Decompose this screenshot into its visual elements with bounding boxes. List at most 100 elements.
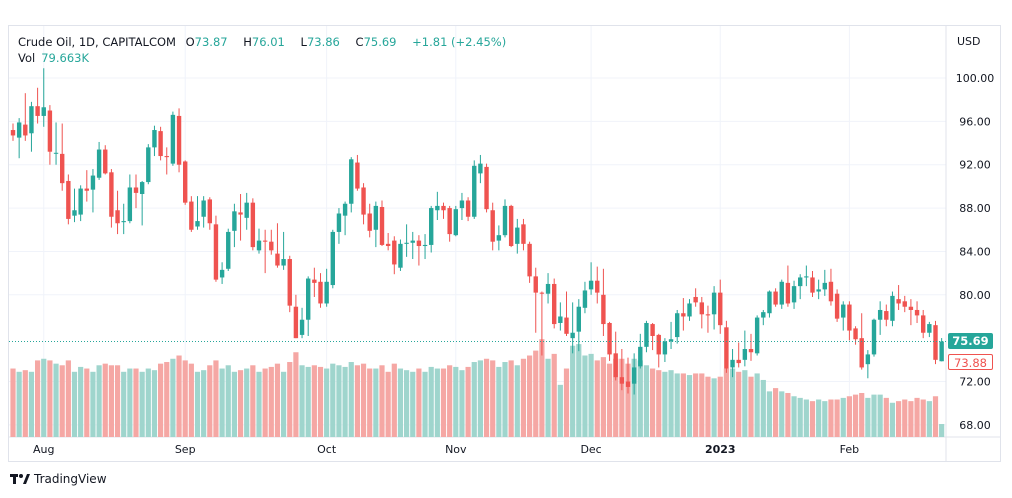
candle-down: [103, 149, 108, 174]
candle-up: [53, 152, 59, 154]
candle-up: [29, 106, 34, 134]
candle-up: [644, 322, 649, 347]
volume-bar: [686, 375, 693, 437]
change-value: +1.81 (+2.45%): [412, 35, 507, 49]
candle-down: [176, 115, 182, 165]
volume-bar: [336, 365, 342, 437]
open-value: 73.87: [194, 35, 228, 49]
candle-down: [213, 224, 219, 280]
volume-bar: [877, 394, 883, 437]
volume-bar: [520, 358, 527, 437]
tradingview-logo-icon: [10, 474, 30, 484]
candle-down: [613, 353, 618, 378]
volume-bar: [490, 360, 496, 437]
candle-down: [859, 338, 864, 368]
candle-down: [441, 205, 446, 211]
candle-up: [742, 349, 748, 360]
candle-up: [330, 231, 335, 286]
candle-up: [927, 324, 932, 333]
volume-bar: [643, 365, 650, 437]
volume-bar: [348, 362, 354, 437]
candle-up: [201, 200, 206, 217]
candle-down: [853, 328, 858, 340]
volume-bar: [693, 373, 699, 437]
candle-down: [115, 210, 120, 224]
symbol-legend: Crude Oil, 1D, CAPITALCOM O73.87 H76.01 …: [18, 35, 512, 49]
volume-bar: [108, 365, 114, 437]
y-tick-label: 84.00: [959, 245, 991, 258]
volume-bar: [699, 373, 705, 437]
candle-down: [681, 313, 686, 317]
volume-bar: [102, 363, 108, 437]
chart-frame: [8, 25, 1001, 462]
volume-bar: [742, 370, 748, 437]
volume-bar: [59, 365, 65, 437]
candle-down: [552, 283, 557, 325]
candle-up: [422, 244, 428, 247]
tradingview-branding[interactable]: TradingView: [10, 472, 107, 486]
candle-down: [914, 309, 920, 316]
volume-bar: [447, 365, 453, 437]
volume-bar: [379, 365, 385, 437]
candle-down: [262, 240, 268, 242]
volume-bar: [28, 371, 35, 437]
candle-down: [699, 302, 704, 315]
volume-bar: [785, 392, 791, 437]
candle-down: [447, 208, 452, 235]
volume-bar: [453, 366, 459, 437]
volume-bar: [840, 397, 846, 437]
candle-down: [47, 110, 53, 152]
y-tick-label: 72.00: [959, 376, 991, 389]
volume-bar: [35, 360, 41, 437]
close-value: 75.69: [363, 35, 397, 49]
candle-up: [515, 227, 520, 244]
volume-bar: [299, 365, 305, 437]
last-price-label: 75.69: [948, 333, 993, 349]
volume-bar: [606, 363, 613, 437]
candle-up: [336, 213, 342, 232]
candle-down: [724, 327, 729, 369]
volume-bar: [939, 424, 945, 437]
y-tick-label: 80.00: [959, 289, 991, 302]
candle-up: [349, 159, 354, 204]
candle-up: [668, 339, 674, 342]
volume-bar: [151, 370, 158, 437]
candle-down: [847, 304, 852, 331]
volume-bar: [533, 350, 539, 437]
candle-up: [890, 295, 895, 321]
candle-up: [72, 210, 77, 216]
candle-down: [318, 281, 323, 304]
candle-up: [373, 205, 379, 230]
volume-bar: [385, 371, 391, 437]
volume-bar: [121, 371, 127, 437]
candle-up: [804, 276, 809, 278]
volume-bar: [625, 363, 631, 437]
volume-bar: [428, 366, 434, 437]
volume-bar: [896, 401, 902, 437]
volume-bar: [557, 384, 563, 437]
volume-bar: [508, 360, 514, 437]
volume-bar: [883, 397, 889, 437]
candle-up: [226, 231, 231, 269]
volume-bar: [729, 368, 736, 437]
candle-down: [902, 301, 907, 307]
x-tick-label: 2023: [705, 443, 736, 456]
candle-up: [324, 281, 329, 304]
volume-bar: [84, 368, 90, 437]
volume-bar: [736, 371, 742, 437]
volume-bar: [545, 358, 551, 437]
volume-bar: [563, 368, 570, 437]
candle-down: [23, 124, 28, 136]
candle-down: [109, 172, 114, 217]
volume-bar: [176, 355, 182, 437]
volume-label: Vol: [18, 51, 36, 65]
candle-down: [207, 199, 212, 224]
volume-bar: [674, 373, 680, 437]
candle-up: [41, 107, 46, 116]
volume-bar: [225, 365, 231, 437]
candle-down: [908, 306, 914, 310]
candle-up: [146, 147, 151, 183]
candle-up: [195, 221, 200, 227]
volume-bar: [53, 363, 59, 437]
